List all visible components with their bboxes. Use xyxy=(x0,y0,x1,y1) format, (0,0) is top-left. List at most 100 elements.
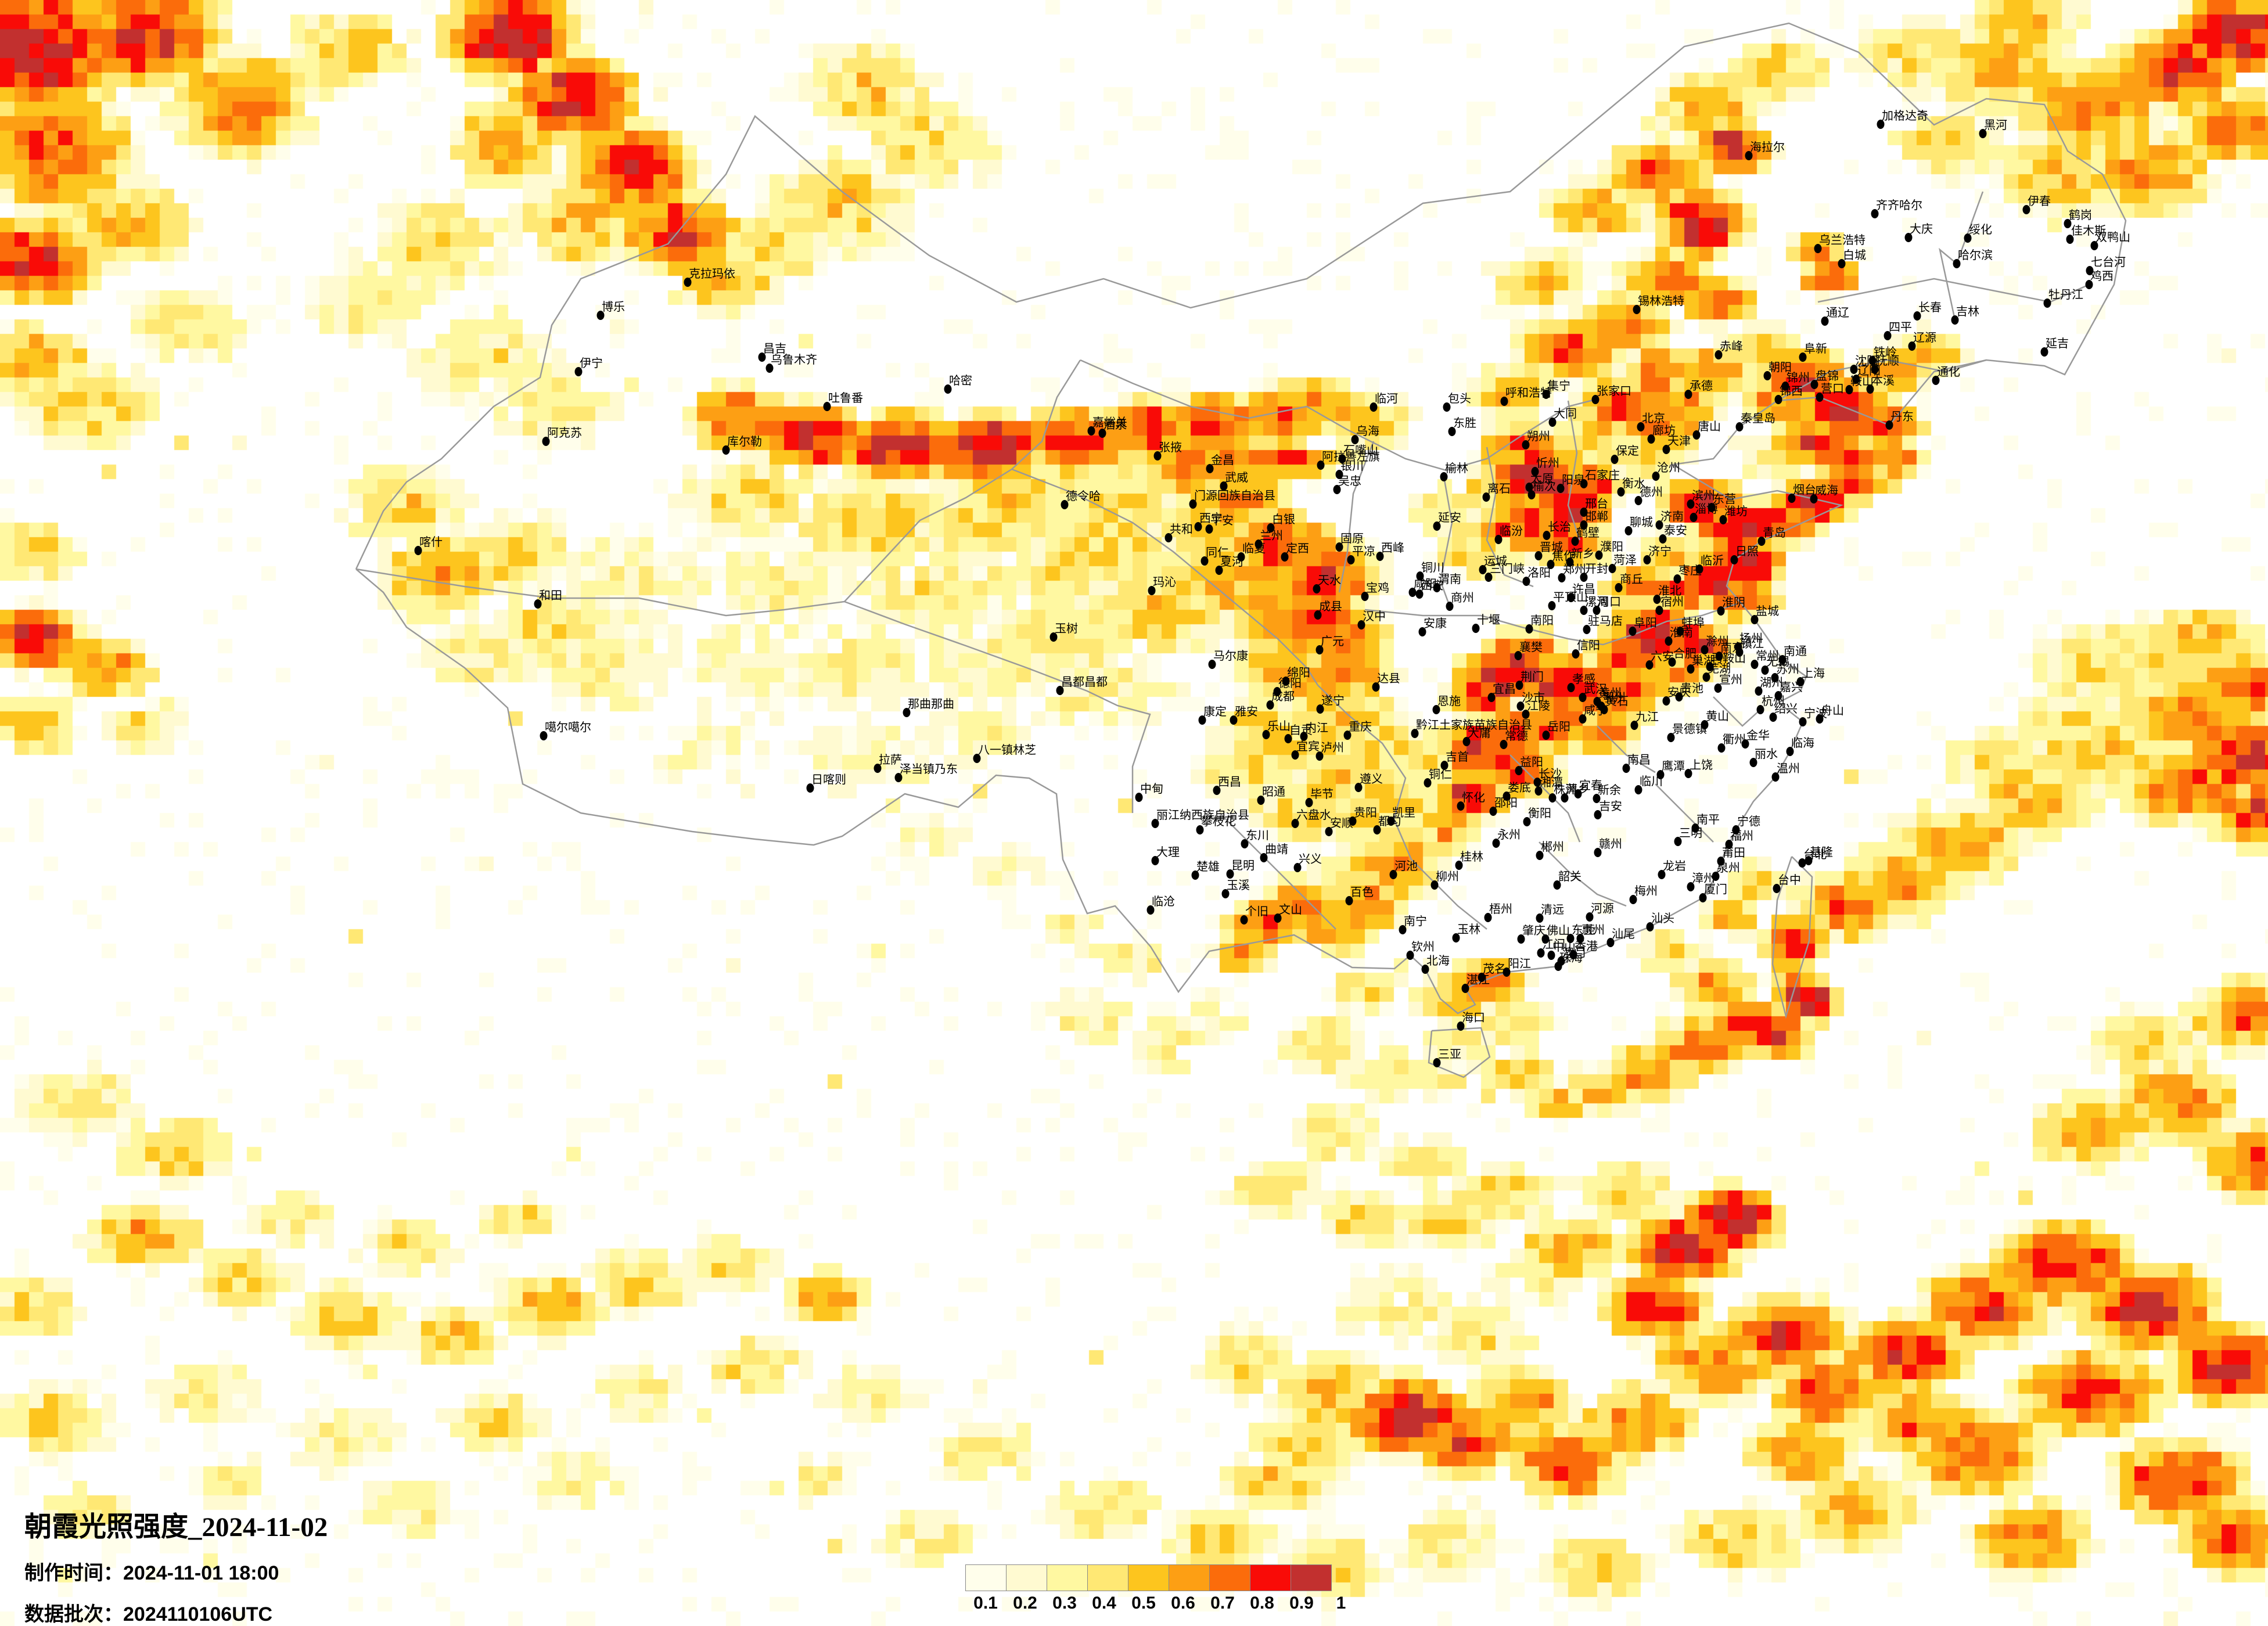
city-dot xyxy=(1255,539,1263,549)
city-label: 吉林 xyxy=(1956,305,1979,318)
city-label: 香港 xyxy=(1575,940,1598,953)
city-label: 宜昌 xyxy=(1493,683,1516,696)
city-dot xyxy=(1433,583,1441,592)
city-dot xyxy=(1411,729,1419,738)
city-dot xyxy=(1701,720,1709,729)
city-label: 湘潭 xyxy=(1540,776,1563,789)
city-dot xyxy=(1591,395,1600,404)
city-label: 丹东 xyxy=(1890,411,1914,423)
city-dot xyxy=(542,437,550,446)
city-label: 楚雄 xyxy=(1196,861,1220,873)
city-dot xyxy=(414,546,422,555)
legend-swatch xyxy=(1006,1564,1047,1591)
city-dot xyxy=(1630,721,1638,730)
city-label: 丽水 xyxy=(1755,748,1778,761)
city-label: 西昌 xyxy=(1218,776,1241,789)
city-label: 昌吉 xyxy=(763,343,786,355)
city-dot xyxy=(1485,573,1493,582)
city-dot xyxy=(1056,686,1064,695)
city-label: 驻马店 xyxy=(1588,615,1623,628)
city-dot xyxy=(1357,620,1365,629)
city-dot xyxy=(1424,778,1432,787)
city-label: 大同 xyxy=(1554,408,1577,420)
city-label: 清远 xyxy=(1541,904,1564,916)
city-dot xyxy=(1687,882,1695,891)
city-dot xyxy=(1448,427,1456,436)
city-label: 郑州 xyxy=(1563,563,1586,576)
city-dot xyxy=(1487,693,1496,702)
city-label: 沧州 xyxy=(1657,462,1680,474)
city-label: 包头 xyxy=(1448,393,1471,405)
city-label: 温州 xyxy=(1777,762,1800,775)
city-dot xyxy=(1667,733,1675,742)
city-dot xyxy=(1457,1021,1465,1031)
city-dot xyxy=(1594,810,1602,819)
city-dot xyxy=(1566,934,1575,943)
city-label: 上饶 xyxy=(1690,759,1713,772)
city-label: 哈密 xyxy=(949,375,972,387)
city-dot xyxy=(1478,973,1486,982)
city-dot xyxy=(1593,606,1601,615)
city-label: 绥化 xyxy=(1969,224,1992,236)
city-label: 伊春 xyxy=(2028,195,2051,208)
city-label: 武威 xyxy=(1225,472,1248,484)
city-dot xyxy=(1230,715,1238,725)
city-label: 张家口 xyxy=(1597,385,1631,398)
city-dot xyxy=(1712,872,1720,881)
city-label: 银川 xyxy=(1340,460,1364,473)
city-label: 咸宁 xyxy=(1584,704,1607,717)
city-dot xyxy=(1715,350,1723,359)
city-dot xyxy=(722,445,730,455)
city-label: 鸡西 xyxy=(2090,270,2114,283)
made-time-label: 制作时间： xyxy=(24,1563,123,1584)
city-label: 西宁 xyxy=(1199,512,1223,525)
city-label: 绍兴 xyxy=(1774,703,1798,715)
city-dot xyxy=(1717,743,1726,753)
city-label: 怀化 xyxy=(1462,792,1485,804)
city-dot xyxy=(1557,484,1565,493)
city-dot xyxy=(944,384,952,394)
city-label: 商丘 xyxy=(1620,573,1643,586)
city-dot xyxy=(1645,660,1654,670)
city-dot xyxy=(1558,573,1566,582)
city-dot xyxy=(1542,731,1550,740)
city-label: 景德镇 xyxy=(1672,723,1707,736)
city-dot xyxy=(1542,390,1550,399)
city-dot xyxy=(1293,863,1302,872)
city-label: 大庸 xyxy=(1468,727,1491,740)
city-dot xyxy=(1492,839,1500,848)
city-label: 石嘴山 xyxy=(1343,444,1378,457)
legend-swatch xyxy=(1250,1564,1291,1591)
city-label: 噶尔噶尔 xyxy=(545,721,591,734)
city-label: 中山 xyxy=(1552,941,1576,954)
city-dot xyxy=(1665,636,1673,646)
city-dot xyxy=(684,278,692,287)
city-dot xyxy=(1579,693,1587,702)
city-label: 昆明 xyxy=(1231,859,1255,872)
city-label: 信阳 xyxy=(1577,639,1600,652)
city-label: 天津 xyxy=(1667,435,1691,448)
city-dot xyxy=(1798,858,1806,868)
city-label: 泉州 xyxy=(1717,862,1740,875)
city-dot xyxy=(1708,503,1716,512)
city-label: 昌都昌都 xyxy=(1061,676,1108,689)
city-dot xyxy=(1325,827,1333,836)
city-label: 通辽 xyxy=(1826,307,1849,319)
city-label: 北京 xyxy=(1642,412,1665,425)
city-dot xyxy=(574,367,583,376)
city-label: 邢台 xyxy=(1585,498,1608,510)
city-label: 个旧 xyxy=(1245,905,1268,918)
city-dot xyxy=(1351,435,1359,444)
city-label: 黄石 xyxy=(1605,695,1629,708)
city-dot xyxy=(1769,713,1777,722)
city-dot xyxy=(1701,645,1709,654)
city-label: 扬州 xyxy=(1739,632,1763,645)
city-dot xyxy=(1472,624,1480,633)
city-label: 汕头 xyxy=(1651,912,1674,925)
city-dot xyxy=(1816,714,1824,724)
city-dot xyxy=(1241,839,1249,848)
city-dot xyxy=(1821,316,1829,326)
legend-swatch xyxy=(1169,1564,1210,1591)
city-dot xyxy=(1871,209,1879,218)
city-label: 德令哈 xyxy=(1066,490,1101,503)
